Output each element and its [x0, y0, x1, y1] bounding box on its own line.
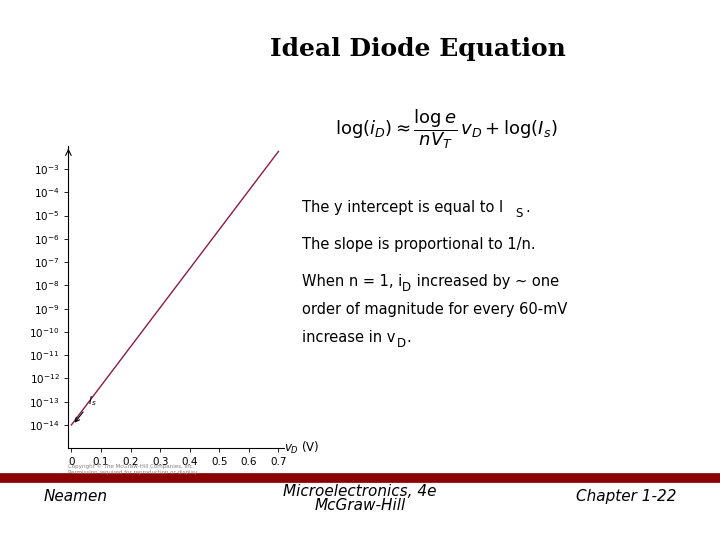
Text: The y intercept is equal to I: The y intercept is equal to I — [302, 200, 504, 215]
Text: increase in v: increase in v — [302, 330, 396, 345]
Text: The slope is proportional to 1/n.: The slope is proportional to 1/n. — [302, 237, 536, 252]
Text: D: D — [402, 281, 411, 294]
Text: McGraw-Hill: McGraw-Hill — [315, 498, 405, 514]
Text: $\log(i_D) \approx \dfrac{\log e}{nV_T}\,v_D + \log(I_s)$: $\log(i_D) \approx \dfrac{\log e}{nV_T}\… — [335, 108, 558, 151]
Text: $I_s$: $I_s$ — [76, 394, 96, 422]
Text: D: D — [397, 337, 406, 350]
Text: Chapter 1-22: Chapter 1-22 — [576, 489, 677, 504]
Text: S: S — [516, 207, 523, 220]
Text: Ideal Diode Equation: Ideal Diode Equation — [270, 37, 565, 60]
Text: increased by ~ one: increased by ~ one — [412, 274, 559, 289]
Text: order of magnitude for every 60-mV: order of magnitude for every 60-mV — [302, 302, 568, 317]
Text: .: . — [406, 330, 411, 345]
Text: Neamen: Neamen — [43, 489, 107, 504]
Text: When n = 1, i: When n = 1, i — [302, 274, 402, 289]
Text: Microelectronics, 4e: Microelectronics, 4e — [283, 484, 437, 499]
Text: .: . — [525, 200, 530, 215]
Text: $v_D$ (V): $v_D$ (V) — [284, 440, 320, 456]
Text: Copyright © The McGraw-Hill Companies, Inc.
Permission required for reproduction: Copyright © The McGraw-Hill Companies, I… — [68, 464, 199, 475]
